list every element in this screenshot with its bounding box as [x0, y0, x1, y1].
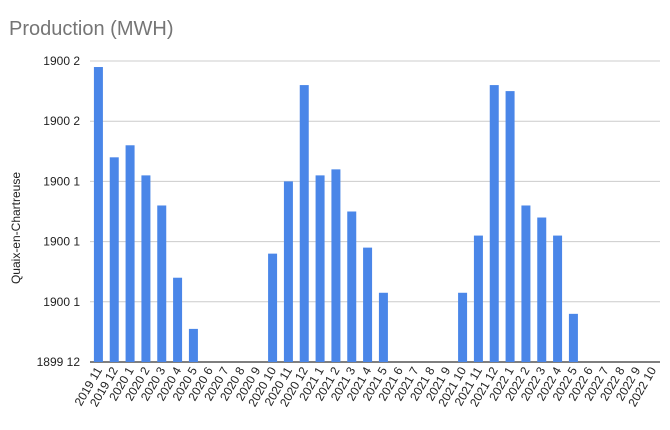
- bar: [505, 91, 515, 362]
- bar: [173, 277, 183, 362]
- bar: [378, 292, 388, 362]
- bar: [141, 175, 151, 362]
- y-tick-label: 1900 2: [43, 114, 80, 128]
- y-tick-label: 1900 1: [43, 235, 80, 249]
- bar: [347, 211, 357, 362]
- bar: [363, 247, 373, 362]
- bars: [93, 67, 578, 363]
- bar: [188, 328, 198, 362]
- bar: [268, 253, 278, 362]
- bar: [553, 235, 563, 362]
- y-tick-labels: 1899 12 1900 1 1900 1 1900 1 1900 2 1900 2: [37, 54, 81, 369]
- bar: [283, 181, 293, 362]
- y-tick-label: 1900 2: [43, 54, 80, 68]
- bar: [458, 292, 468, 362]
- chart-title: Production (MWH): [9, 18, 174, 40]
- bar: [315, 175, 325, 362]
- bar: [537, 217, 547, 362]
- bar: [473, 235, 483, 362]
- y-tick-label: 1900 1: [43, 174, 80, 188]
- bar: [109, 157, 119, 362]
- gridlines: [90, 60, 660, 363]
- bar: [93, 67, 103, 363]
- y-axis-label: Quaix-en-Chartreuse: [9, 172, 23, 284]
- bar: [331, 169, 341, 362]
- bar: [299, 85, 309, 362]
- y-tick-label: 1899 12: [37, 355, 81, 369]
- bar: [521, 205, 531, 362]
- bar: [125, 145, 135, 362]
- bar: [568, 313, 578, 362]
- y-tick-label: 1900 1: [43, 295, 80, 309]
- bar: [157, 205, 167, 362]
- bar: [489, 85, 499, 362]
